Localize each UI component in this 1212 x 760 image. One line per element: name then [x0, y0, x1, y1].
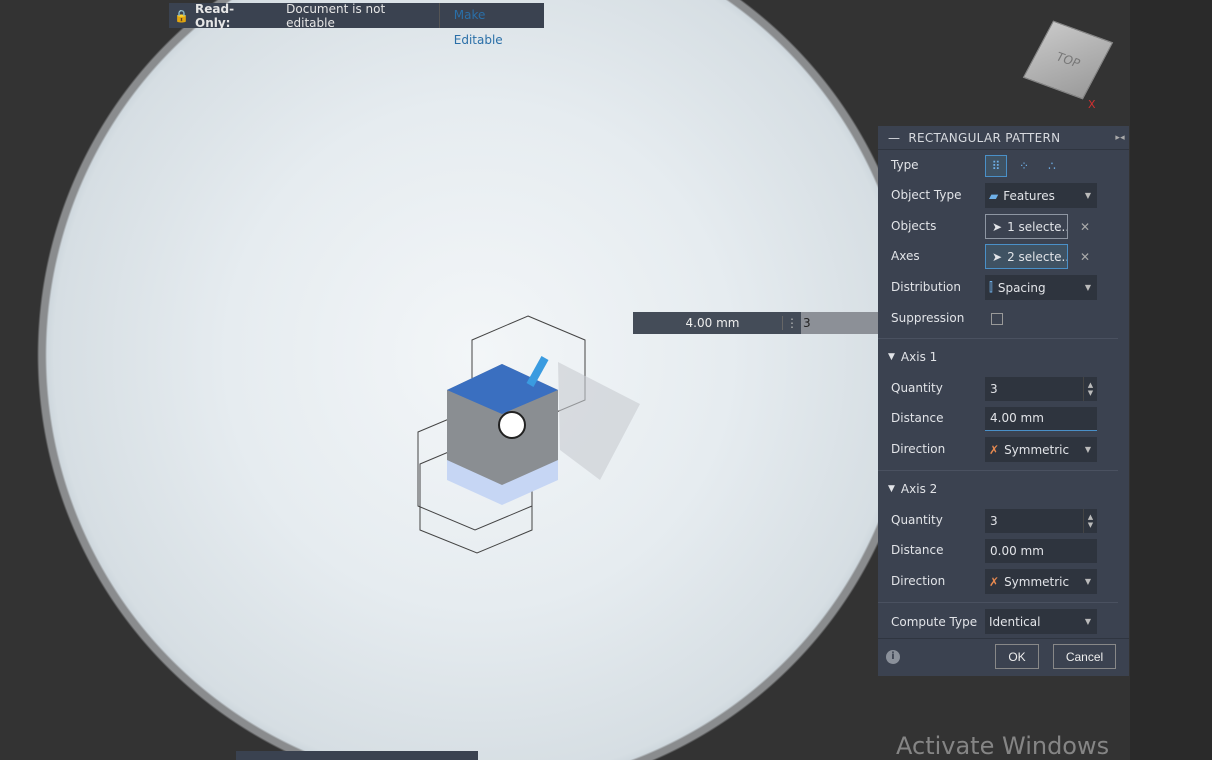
suppression-checkbox[interactable] — [991, 312, 1003, 325]
symmetric-icon: ✗ — [989, 442, 1000, 457]
spacing-icon: ⫿ — [989, 280, 993, 294]
right-strip — [1130, 0, 1212, 760]
axis2-distance-input[interactable]: 0.00 mm — [985, 538, 1097, 563]
panel-header: — RECTANGULAR PATTERN ▸◂ — [878, 126, 1129, 150]
axis1-direction-value: Symmetric — [1004, 442, 1070, 457]
quantity-input[interactable]: 3 — [801, 312, 878, 334]
chevron-down-icon: ▼ — [1084, 617, 1091, 626]
axis1-distance-label: Distance — [891, 411, 944, 425]
axis2-quantity-input[interactable]: 3 ▲ ▼ — [985, 508, 1097, 533]
type-path-icon[interactable]: ∴ — [1048, 158, 1056, 173]
objects-selector[interactable]: ➤ 1 selecte... — [985, 214, 1068, 239]
caret-down-icon: ▼ — [888, 352, 895, 362]
axis2-direction-label: Direction — [891, 574, 946, 588]
ok-button[interactable]: OK — [995, 644, 1039, 669]
suppression-label: Suppression — [891, 311, 965, 325]
axis1-quantity-value: 3 — [990, 381, 998, 396]
object-type-dropdown[interactable]: ▰ Features ▼ — [985, 183, 1097, 208]
axes-selector[interactable]: ➤ 2 selecte... — [985, 244, 1068, 269]
expand-icon[interactable]: ▸◂ — [1115, 132, 1125, 143]
viewcube-face-top[interactable]: TOP — [1053, 49, 1083, 71]
axis2-distance-label: Distance — [891, 543, 944, 557]
distribution-label: Distribution — [891, 280, 962, 294]
clear-axes-icon[interactable]: ✕ — [1080, 249, 1091, 264]
selected-face — [447, 364, 558, 414]
compute-type-value: Identical — [989, 614, 1041, 629]
compute-type-label: Compute Type — [891, 615, 978, 629]
distribution-value: Spacing — [997, 280, 1046, 295]
axes-value: 2 selecte... — [1007, 249, 1067, 264]
direction-handle — [498, 411, 526, 439]
panel-title: RECTANGULAR PATTERN — [908, 130, 1061, 145]
distribution-dropdown[interactable]: ⫿ Spacing ▼ — [985, 275, 1097, 300]
objects-value: 1 selecte... — [1007, 219, 1067, 234]
axis2-direction-dropdown[interactable]: ✗ Symmetric ▼ — [985, 569, 1097, 594]
make-editable-link[interactable]: Make Editable — [438, 3, 544, 47]
axis1-direction-label: Direction — [891, 442, 946, 456]
axis1-quantity-label: Quantity — [891, 381, 943, 395]
chevron-down-icon: ▼ — [1084, 577, 1091, 586]
axis1-quantity-input[interactable]: 3 ▲ ▼ — [985, 376, 1097, 401]
clear-objects-icon[interactable]: ✕ — [1080, 219, 1091, 234]
distance-arrow-handle — [526, 356, 549, 387]
readonly-message: Document is not editable — [286, 1, 386, 30]
axis2-title: Axis 2 — [900, 482, 938, 496]
axis1-section-toggle[interactable]: ▼ Axis 1 — [888, 350, 937, 364]
preview-bottom-face — [447, 460, 558, 505]
quantity-stepper[interactable]: ▲ ▼ — [1083, 376, 1097, 401]
axis2-quantity-value: 3 — [990, 513, 998, 528]
quantity-stepper[interactable]: ▲ ▼ — [1083, 508, 1097, 533]
objects-label: Objects — [891, 219, 937, 233]
lock-icon: 🔒 — [174, 8, 189, 23]
readonly-banner: 🔒 Read-Only: Document is not editable Ma… — [169, 1, 544, 47]
distance-input[interactable]: 4.00 mm — [643, 316, 783, 330]
chevron-down-icon: ▼ — [1084, 445, 1091, 454]
type-circular-icon[interactable]: ⁘ — [1018, 158, 1030, 173]
axis-plane — [558, 362, 640, 480]
symmetric-icon: ✗ — [989, 574, 1000, 589]
x-axis-label: X — [1088, 98, 1096, 111]
object-type-label: Object Type — [891, 188, 962, 202]
chevron-down-icon: ▼ — [1084, 191, 1091, 200]
collapse-icon[interactable]: — — [888, 130, 901, 145]
type-label: Type — [891, 158, 919, 172]
bottom-toolbar[interactable] — [236, 751, 478, 760]
rectangular-pattern-panel: — RECTANGULAR PATTERN ▸◂ Type ⠿ ⁘ ∴ Obje… — [878, 126, 1129, 676]
type-rectangular-icon[interactable]: ⠿ — [985, 154, 1007, 177]
cursor-icon: ➤ — [992, 249, 1003, 264]
more-icon[interactable]: ⋮ — [786, 316, 798, 330]
activation-watermark: Activate Windows — [896, 732, 1110, 760]
axis2-direction-value: Symmetric — [1004, 574, 1070, 589]
caret-down-icon: ▼ — [888, 484, 895, 494]
axis1-title: Axis 1 — [900, 350, 938, 364]
axis2-section-toggle[interactable]: ▼ Axis 2 — [888, 482, 937, 496]
model-geometry[interactable] — [0, 0, 1130, 760]
info-icon[interactable]: i — [886, 650, 900, 664]
readonly-label: Read-Only: — [195, 1, 235, 30]
compute-type-dropdown[interactable]: Identical ▼ — [985, 609, 1097, 634]
axis2-quantity-label: Quantity — [891, 513, 943, 527]
axis2-distance-value: 0.00 mm — [990, 543, 1044, 558]
axis1-distance-value: 4.00 mm — [990, 411, 1044, 425]
axis1-distance-input[interactable]: 4.00 mm — [985, 406, 1097, 431]
axis1-direction-dropdown[interactable]: ✗ Symmetric ▼ — [985, 437, 1097, 462]
chevron-down-icon: ▼ — [1084, 283, 1091, 292]
features-icon: ▰ — [989, 188, 999, 203]
cancel-button[interactable]: Cancel — [1053, 644, 1116, 669]
distance-manipulator[interactable]: 4.00 mm ⋮ 3 — [633, 312, 878, 334]
axes-label: Axes — [891, 249, 920, 263]
cursor-icon: ➤ — [992, 219, 1003, 234]
object-type-value: Features — [1003, 188, 1055, 203]
